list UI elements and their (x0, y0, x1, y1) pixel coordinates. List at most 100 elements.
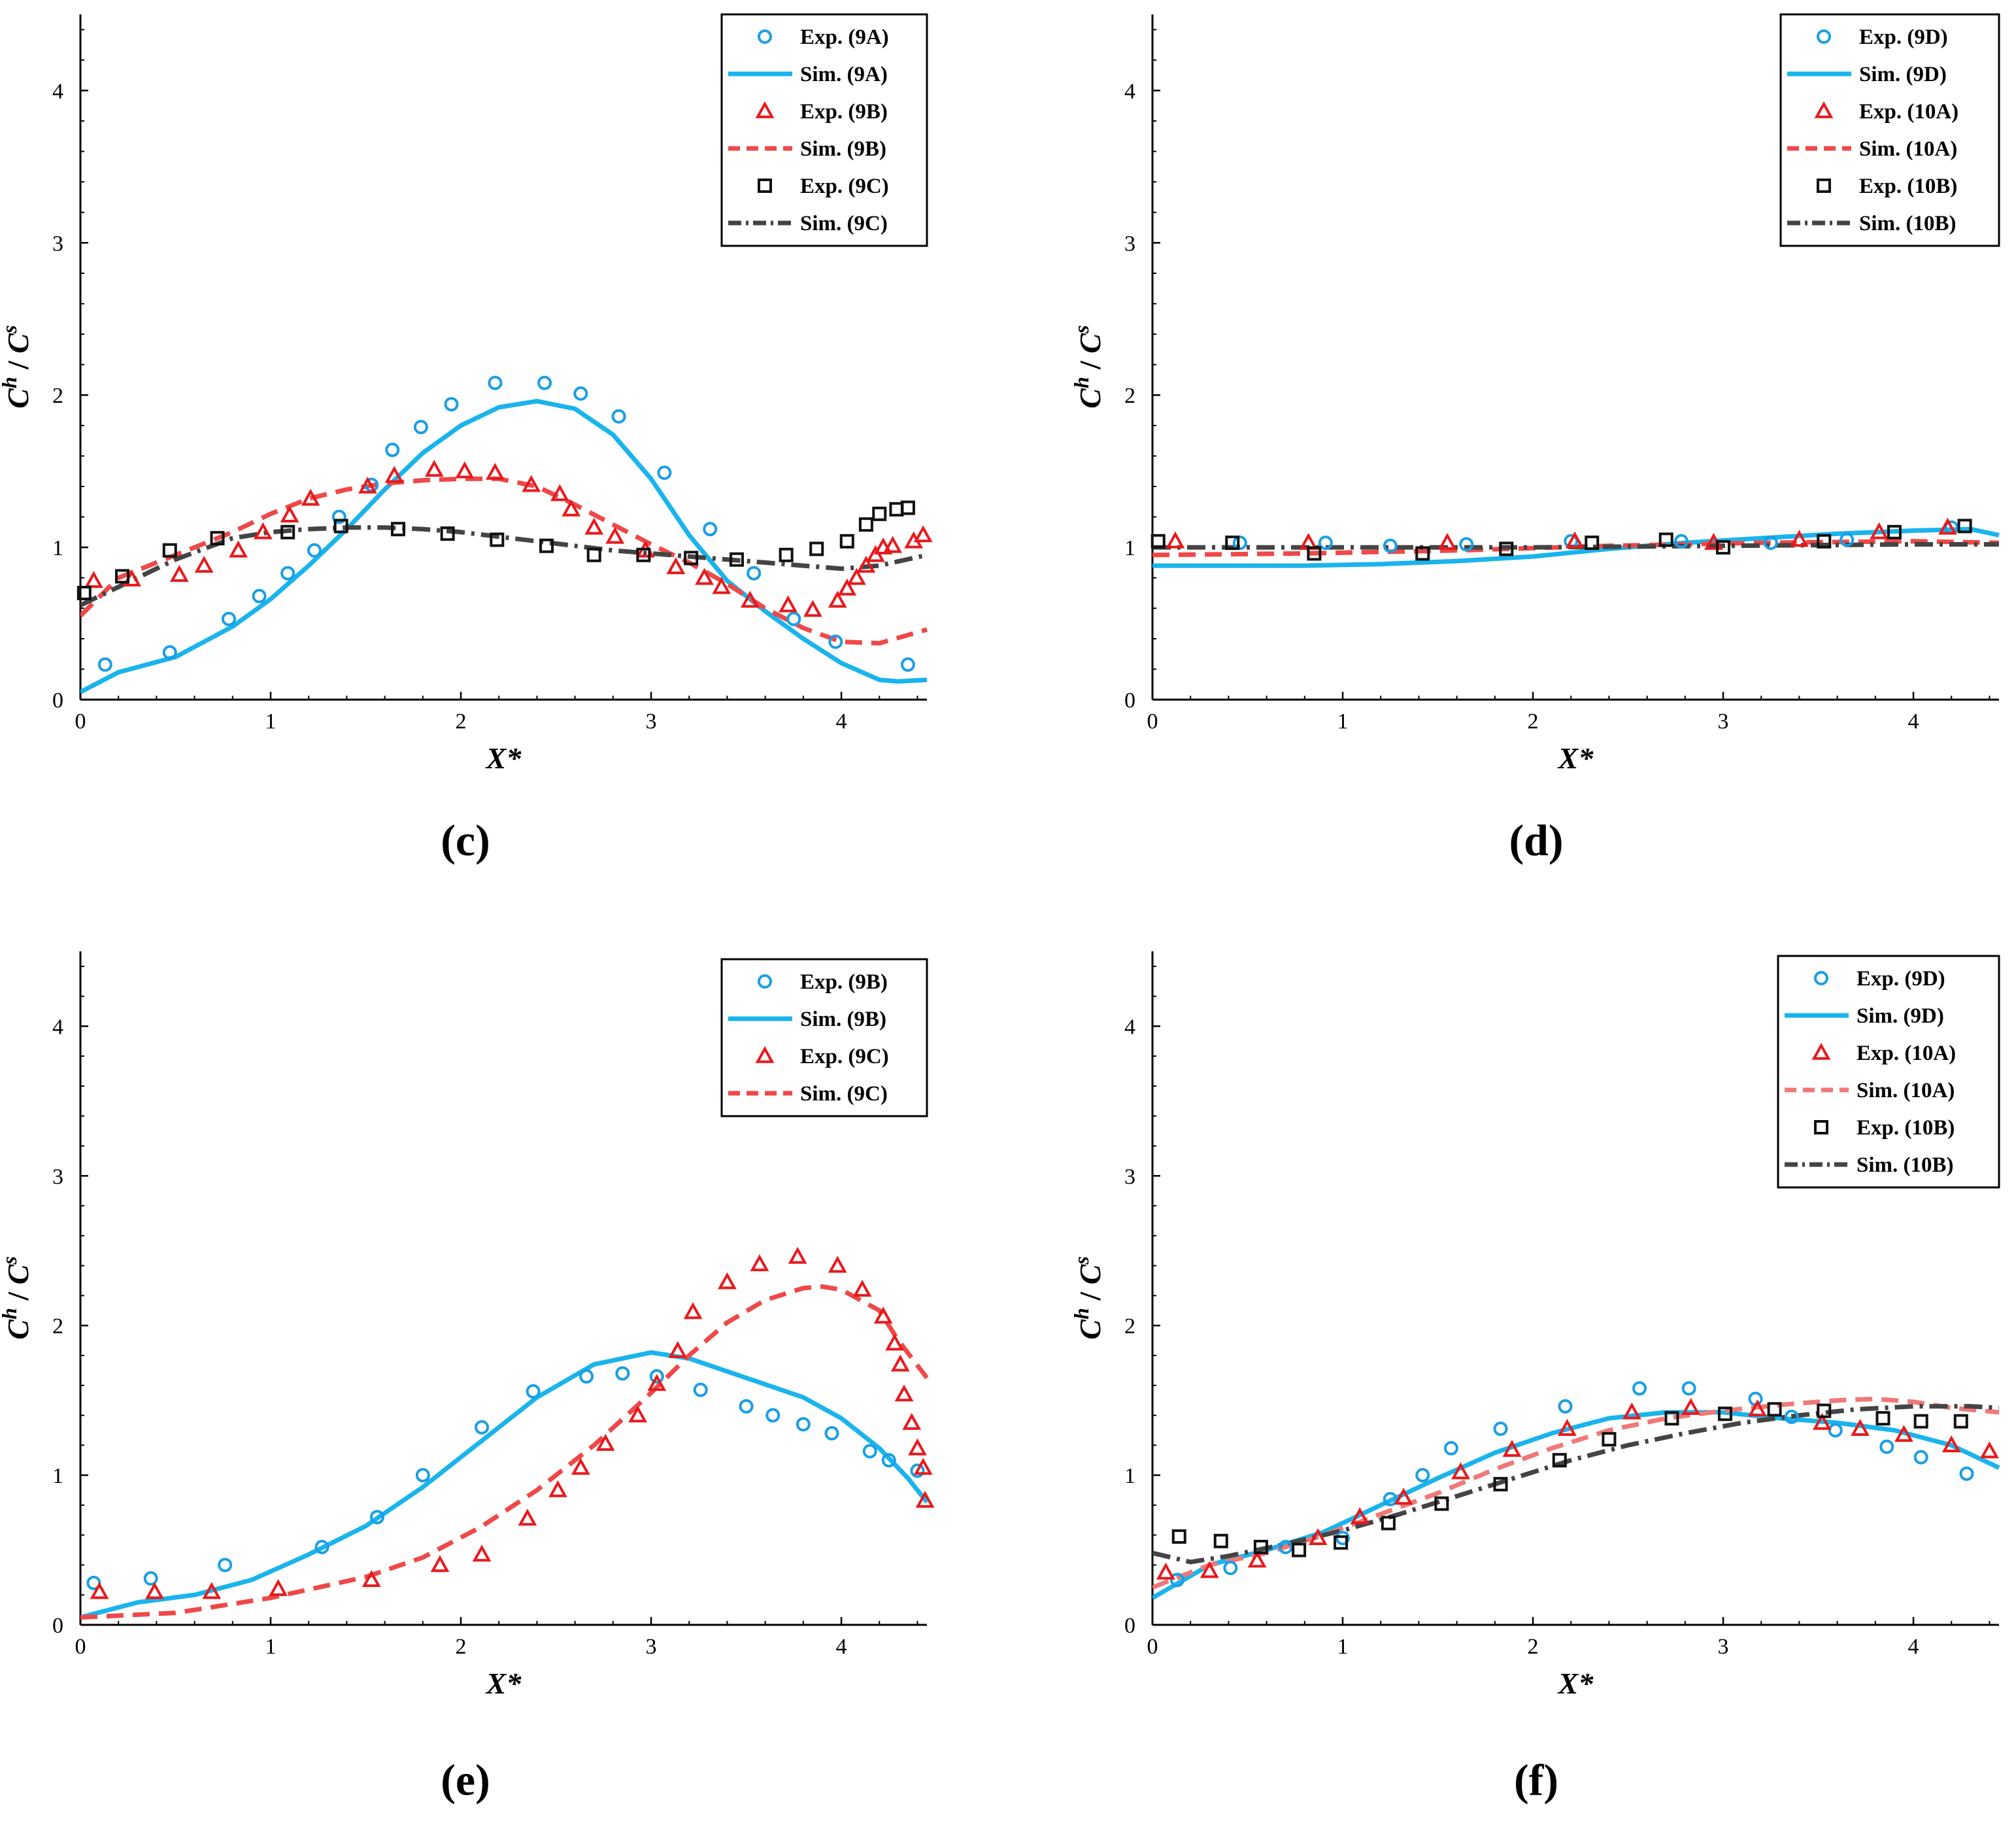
exp-point-exp-10a (1870, 522, 1889, 539)
y-tick-label: 4 (52, 79, 63, 103)
panel-label: (f) (1514, 1755, 1558, 1805)
exp-point-exp-9b (229, 540, 248, 558)
legend-box (1779, 13, 2000, 247)
y-tick-label: 0 (1124, 689, 1135, 713)
exp-point-exp-10b (1817, 1403, 1832, 1418)
exp-point-exp-10a (1980, 1441, 1999, 1459)
exp-point-exp-9b (415, 1468, 430, 1483)
exp-point-exp-9c (729, 552, 744, 567)
legend-marker-symbol (1814, 971, 1828, 985)
series-markers (1151, 517, 1972, 561)
exp-point-exp-9c (628, 1405, 648, 1423)
exp-point-exp-10a (1308, 1528, 1328, 1546)
exp-point-exp-9c (333, 519, 348, 534)
legend-entry-label: Sim. (10A) (1856, 1079, 1955, 1102)
y-axis-title-part: h (1069, 377, 1093, 388)
exp-point-exp-10a (1558, 1419, 1577, 1436)
y-tick-label: 2 (1124, 384, 1135, 408)
x-tick-label: 0 (1147, 1635, 1158, 1659)
legend: Exp. (9D) Sim. (9D) Exp. (10A) Sim. (10A) Ex… (1779, 13, 2000, 247)
x-axis-title: X* (1557, 1667, 1594, 1700)
exp-point-exp-9c (361, 1570, 381, 1588)
exp-point-exp-9d (1383, 538, 1398, 553)
exp-point-exp-10a (1748, 1399, 1767, 1417)
exp-point-exp-9c (76, 585, 92, 600)
x-tick-label: 1 (1337, 709, 1349, 734)
y-tick-label: 0 (52, 1614, 63, 1638)
exp-point-exp-9b (739, 1399, 754, 1414)
series-lines (1152, 526, 2000, 568)
exp-point-exp-9d (1459, 537, 1474, 552)
legend-entry-label: Exp. (9D) (1856, 967, 1945, 991)
legend-marker-symbol (755, 1046, 775, 1063)
exp-point-exp-10a (1812, 1412, 1832, 1430)
legend-entry-label: Sim. (9A) (800, 63, 888, 86)
exp-point-exp-9a (307, 543, 322, 558)
exp-point-exp-10a (1565, 531, 1585, 549)
series-markers (1156, 1381, 1999, 1588)
exp-point-exp-10b (1817, 534, 1832, 549)
x-tick-label: 0 (75, 1635, 86, 1659)
exp-point-exp-9d (1632, 1381, 1647, 1396)
exp-point-exp-10b (1767, 1402, 1782, 1417)
legend-entry-label: Exp. (9B) (800, 100, 888, 124)
exp-point-exp-10b (1499, 541, 1514, 556)
exp-point-exp-9b (169, 564, 189, 582)
exp-point-exp-9c (913, 1457, 933, 1475)
exp-point-exp-9b (883, 536, 903, 553)
legend-entry-label: Exp. (9A) (800, 26, 889, 49)
legend-box (720, 13, 928, 247)
exp-point-exp-9b (779, 595, 798, 613)
legend-entry-label: Sim. (9B) (800, 137, 886, 161)
exp-point-exp-10b (1887, 524, 1902, 539)
legend: Exp. (9A) Sim. (9A) Exp. (9B) Sim. (9B) Exp.… (720, 13, 928, 247)
exp-point-exp-9d (1493, 1421, 1508, 1437)
exp-point-exp-9b (712, 577, 731, 594)
panel-label: (e) (441, 1755, 490, 1805)
exp-point-exp-9c (908, 1438, 927, 1455)
x-tick-label: 2 (1528, 709, 1539, 734)
exp-point-exp-9b (424, 460, 444, 477)
legend-entry-label: Sim. (10A) (1859, 137, 1957, 161)
exp-point-exp-9b (486, 462, 505, 480)
series-lines (1152, 1396, 2000, 1600)
exp-point-exp-9b (253, 522, 273, 539)
exp-point-exp-10b (1307, 546, 1322, 561)
legend-marker-symbol (758, 29, 772, 44)
legend-entry-label: Sim. (9C) (800, 212, 888, 235)
exp-point-exp-9c (750, 1254, 769, 1272)
exp-point-exp-9c (839, 534, 854, 549)
exp-point-exp-10b (1585, 536, 1600, 551)
exp-point-exp-9c (162, 543, 177, 558)
exp-point-exp-9b (605, 526, 625, 544)
exp-point-exp-9b (862, 1444, 877, 1459)
y-axis-title-part: s (0, 1256, 21, 1265)
exp-point-exp-10a (1394, 1488, 1413, 1505)
legend-entry-label: Sim. (10B) (1856, 1153, 1954, 1177)
sim-line-sim-10b- (1152, 542, 1999, 550)
exp-point-exp-9a (385, 443, 400, 458)
x-tick-label: 4 (836, 709, 847, 734)
exp-point-exp-9b (615, 1366, 630, 1381)
exp-point-exp-10b (1913, 1414, 1928, 1429)
exp-point-exp-10a (1938, 517, 1957, 535)
y-axis-title-part: / (1, 1284, 35, 1308)
legend-entry-label: Exp. (9B) (800, 970, 888, 994)
exp-point-exp-9d (1681, 1381, 1696, 1396)
x-tick-label: 1 (265, 709, 277, 734)
y-axis-title: Ch / Cs (1069, 325, 1107, 408)
exp-point-exp-9b (695, 568, 714, 585)
x-tick-label: 1 (265, 1635, 277, 1659)
exp-point-exp-10a (1790, 530, 1809, 547)
exp-point-exp-10b (1602, 1432, 1617, 1447)
exp-point-exp-9c (902, 1412, 922, 1430)
x-tick-label: 3 (646, 709, 657, 734)
exp-point-exp-9c (115, 569, 130, 584)
y-axis-title-part: / (1073, 1284, 1107, 1308)
exp-point-exp-9a (703, 522, 718, 537)
exp-point-exp-9d (1415, 1468, 1430, 1483)
